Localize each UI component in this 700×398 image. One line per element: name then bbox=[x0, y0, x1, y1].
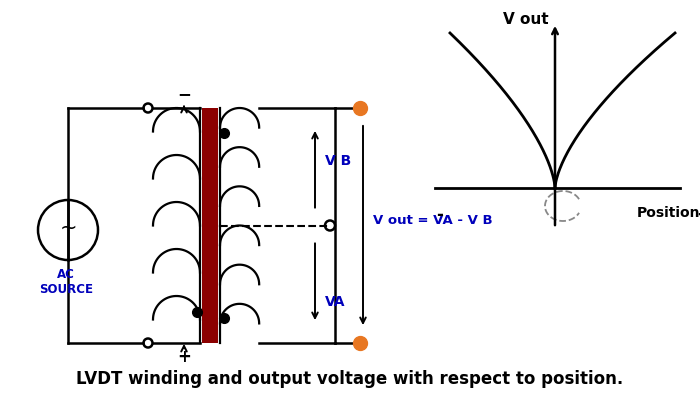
Text: LVDT winding and output voltage with respect to position.: LVDT winding and output voltage with res… bbox=[76, 370, 624, 388]
Bar bbox=[202, 108, 218, 343]
Text: Position: Position bbox=[636, 206, 700, 220]
Text: ~: ~ bbox=[60, 218, 77, 238]
Text: −: − bbox=[177, 85, 191, 103]
Text: AC
SOURCE: AC SOURCE bbox=[39, 268, 93, 296]
Text: -: - bbox=[437, 206, 443, 224]
Text: +: + bbox=[696, 206, 700, 224]
Text: VA: VA bbox=[325, 295, 346, 309]
Text: V out: V out bbox=[503, 12, 549, 27]
Text: +: + bbox=[177, 348, 191, 366]
Text: V out = VA - V B: V out = VA - V B bbox=[373, 214, 493, 227]
Text: V B: V B bbox=[325, 154, 351, 168]
